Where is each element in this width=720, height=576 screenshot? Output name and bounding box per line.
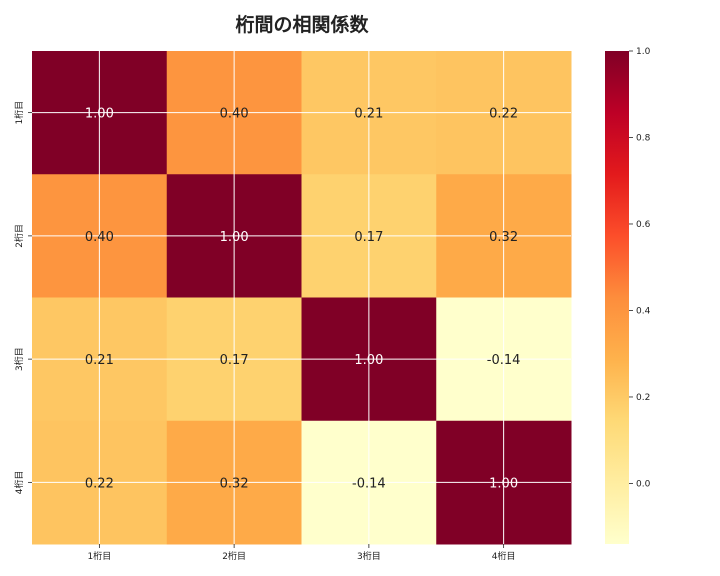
colorbar-tick-label: 1.0	[636, 47, 651, 57]
cell-value-label: 0.40	[220, 107, 249, 122]
x-axis: 1桁目 2桁目 3桁目 4桁目	[88, 544, 516, 562]
cell-value-label: 0.22	[85, 476, 114, 491]
x-tick-label: 4桁目	[492, 550, 516, 562]
cell-value-label: 1.00	[354, 353, 383, 368]
cell-value-label: 0.21	[85, 353, 114, 368]
y-axis: 1桁目 2桁目 3桁目 4桁目	[13, 101, 32, 494]
cell-value-label: 0.32	[220, 476, 249, 491]
heatmap-gridlines	[32, 51, 571, 544]
x-tick-label: 1桁目	[88, 550, 112, 562]
heatmap-cell-labels: 1.00 0.40 0.21 0.22 0.40 1.00 0.17 0.32 0.21 0.17…	[85, 107, 521, 492]
colorbar-tick-label: 0.2	[636, 393, 650, 403]
colorbar-tick-label: 0.0	[636, 479, 651, 489]
x-tick-label: 2桁目	[222, 550, 246, 562]
cell-value-label: -0.14	[487, 353, 521, 368]
colorbar: 0.0 0.2 0.4 0.6 0.8 1.0	[605, 47, 651, 544]
cell-value-label: 0.32	[489, 230, 518, 245]
y-tick-label: 2桁目	[13, 224, 25, 248]
colorbar-tick-label: 0.6	[636, 220, 651, 230]
cell-value-label: 0.17	[354, 230, 383, 245]
cell-value-label: 1.00	[220, 230, 249, 245]
x-tick-label: 3桁目	[357, 550, 381, 562]
cell-value-label: -0.14	[352, 476, 386, 491]
colorbar-tick-label: 0.8	[636, 133, 651, 143]
cell-value-label: 0.17	[220, 353, 249, 368]
y-tick-label: 3桁目	[13, 347, 25, 371]
colorbar-gradient	[605, 51, 629, 544]
heatmap-cells	[32, 51, 572, 545]
cell-value-label: 0.40	[85, 230, 114, 245]
y-tick-label: 1桁目	[13, 101, 25, 125]
y-tick-label: 4桁目	[13, 471, 25, 495]
cell-value-label: 0.21	[354, 107, 383, 122]
cell-value-label: 0.22	[489, 107, 518, 122]
cell-value-label: 1.00	[85, 107, 114, 122]
chart-title: 桁間の相関係数	[235, 13, 369, 36]
cell-value-label: 1.00	[489, 476, 518, 491]
colorbar-tick-label: 0.4	[636, 306, 651, 316]
colorbar-ticks: 0.0 0.2 0.4 0.6 0.8 1.0	[629, 47, 651, 489]
